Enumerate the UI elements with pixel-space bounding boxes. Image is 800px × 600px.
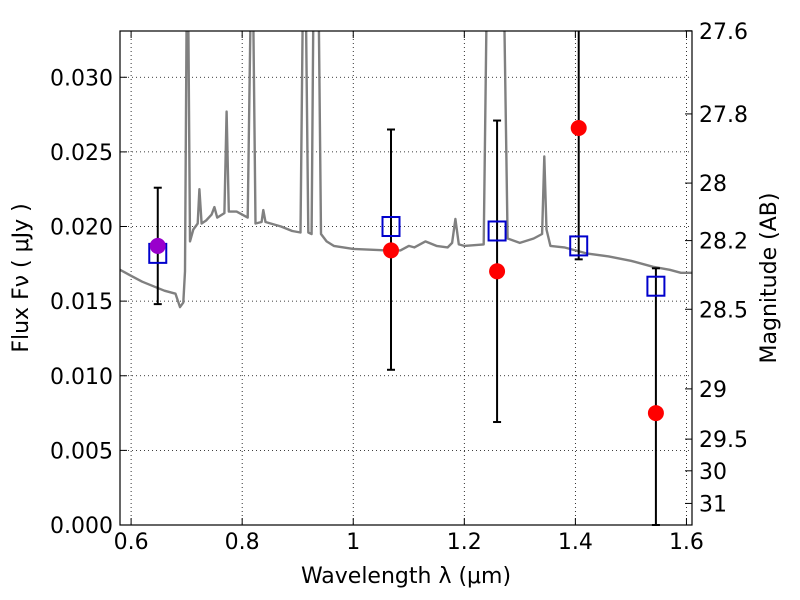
x-tick-label: 0.6 <box>114 530 149 555</box>
y2-tick-label: 28.5 <box>699 298 748 323</box>
y2-tick-label: 29.5 <box>699 428 748 453</box>
y2-tick-label: 31 <box>699 492 727 517</box>
observed-photometry-point <box>570 120 587 137</box>
x-tick-label: 1.4 <box>558 530 593 555</box>
error-bars <box>148 31 666 526</box>
y-tick-label: 0.005 <box>50 439 113 464</box>
model-photometry-square <box>569 235 589 257</box>
y-tick-label: 0.015 <box>50 290 113 315</box>
y-tick-label: 0.010 <box>50 365 113 390</box>
y2-tick-label: 30 <box>699 460 727 485</box>
y-tick-label: 0.000 <box>50 514 113 539</box>
y2-tick-label: 28.2 <box>699 230 748 255</box>
model-photometry-square <box>646 275 666 297</box>
y-axis-title: Flux Fν ( μJy ) <box>9 203 34 352</box>
axis-ticks: 0.6 0.8 1 1.2 1.4 1.6 0.000 0.005 0.010 0.015 0.02… <box>50 20 748 555</box>
observed-photometry-point <box>647 405 664 422</box>
observed-photometry-point <box>383 242 400 259</box>
y-tick-label: 0.030 <box>50 66 113 91</box>
y-tick-label: 0.025 <box>50 141 113 166</box>
x-tick-label: 0.8 <box>225 530 260 555</box>
y2-tick-label: 28 <box>699 172 727 197</box>
y2-tick-label: 27.6 <box>699 20 748 45</box>
y2-tick-label: 27.8 <box>699 103 748 128</box>
x-tick-label: 1 <box>346 530 360 555</box>
model-spectrum-line <box>120 31 692 309</box>
y-tick-label: 0.020 <box>50 216 113 241</box>
y2-axis-title: Magnitude (AB) <box>757 193 782 364</box>
plot-data <box>120 31 692 309</box>
x-tick-label: 1.6 <box>669 530 704 555</box>
model-photometry-square <box>487 220 507 242</box>
plot-frame <box>119 30 693 526</box>
x-axis-title: Wavelength λ (μm) <box>301 564 511 589</box>
observed-photometry-point <box>149 237 166 254</box>
grid-lines <box>120 31 692 525</box>
model-photometry-square <box>381 216 401 238</box>
x-tick-label: 1.2 <box>447 530 482 555</box>
y2-tick-label: 29 <box>699 378 727 403</box>
observed-photometry-point <box>489 263 506 280</box>
